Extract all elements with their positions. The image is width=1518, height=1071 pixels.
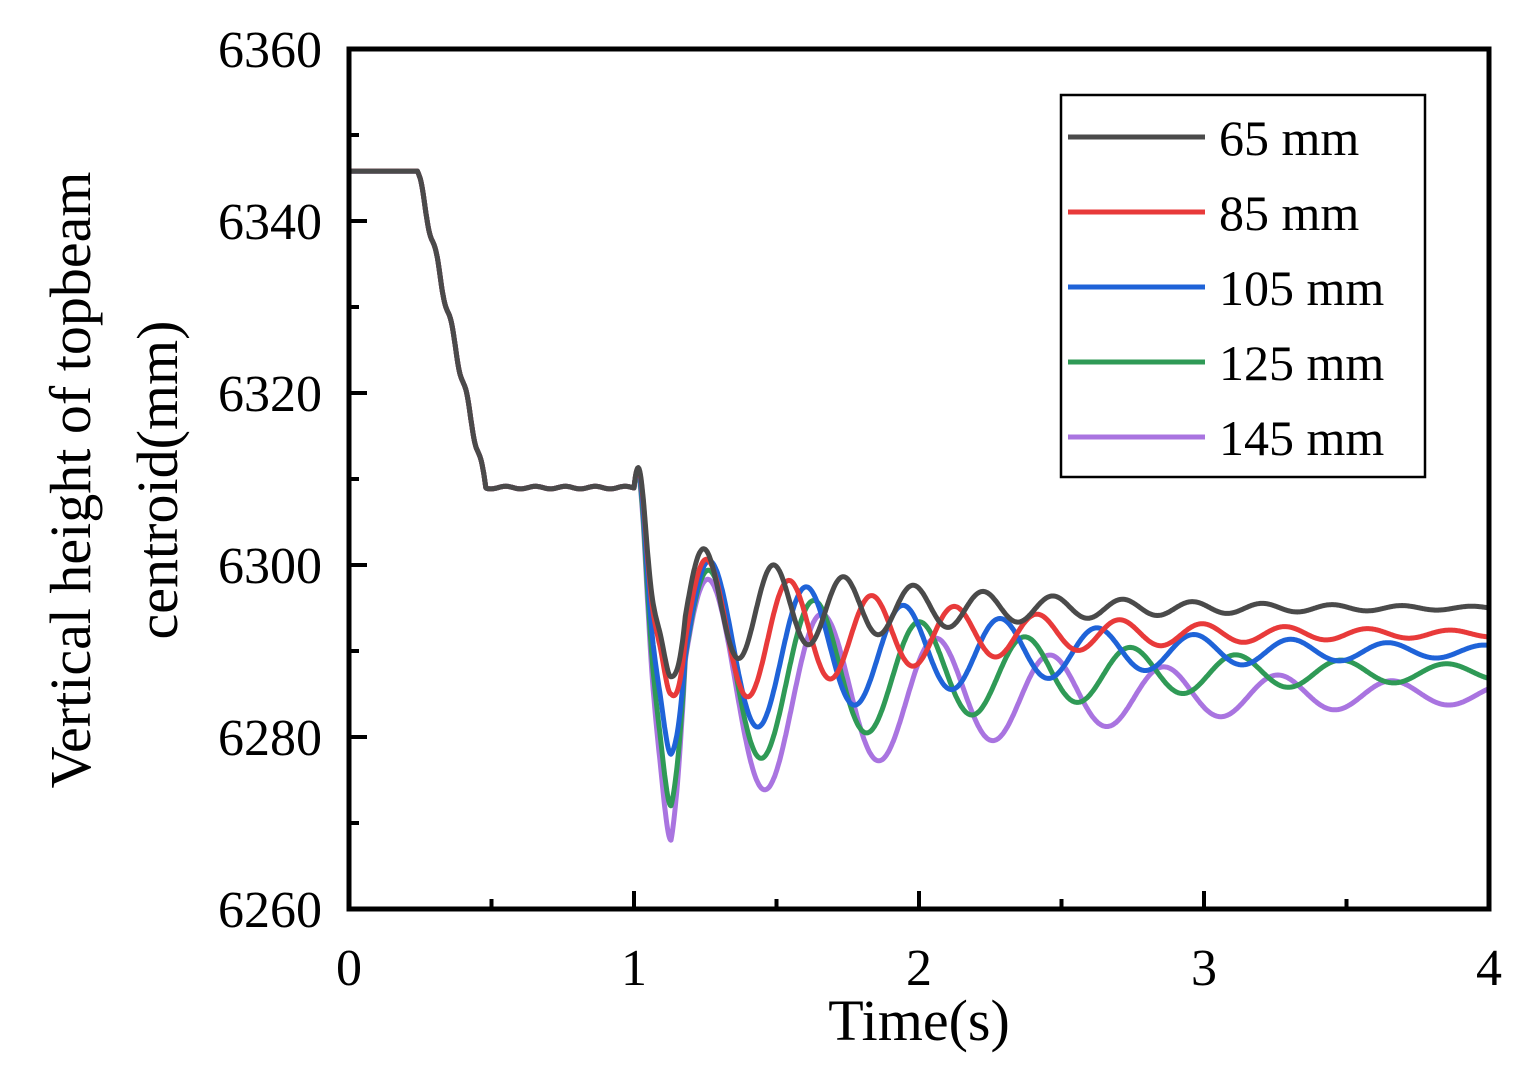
y-tick-label: 6300 <box>218 538 322 595</box>
y-tick-label: 6360 <box>218 22 322 79</box>
legend-label-125mm: 125 mm <box>1219 335 1384 391</box>
legend: 65 mm 85 mm 105 mm 125 mm 145 mm <box>1059 93 1427 479</box>
y-axis-title: Vertical height of topbeam centroid(mm) <box>38 172 190 789</box>
y-tick-label: 6340 <box>218 194 322 251</box>
legend-label-105mm: 105 mm <box>1219 260 1384 316</box>
plot-frame <box>346 46 1492 912</box>
y-tick-label: 6320 <box>218 366 322 423</box>
x-tick-label: 3 <box>1191 940 1217 997</box>
x-tick-label: 4 <box>1476 940 1502 997</box>
y-tick-label: 6280 <box>218 710 322 767</box>
x-tick-label: 0 <box>336 940 362 997</box>
y-axis-title-line-1: Vertical height of topbeam <box>38 172 103 789</box>
series-line-65mm <box>347 168 1491 680</box>
y-tick-label: 6260 <box>218 882 322 939</box>
legend-label-145mm: 145 mm <box>1219 410 1384 466</box>
x-axis-title: Time(s) <box>828 988 1010 1053</box>
y-axis-title-line-2: centroid(mm) <box>125 321 190 640</box>
tick-labels: 0 1 2 3 4 6260 6280 6300 6320 6340 6360 <box>218 22 1502 997</box>
legend-label-85mm: 85 mm <box>1219 185 1359 241</box>
x-tick-label: 2 <box>906 940 932 997</box>
x-tick-label: 1 <box>621 940 647 997</box>
series-lines <box>347 168 1491 843</box>
legend-label-65mm: 65 mm <box>1219 110 1359 166</box>
